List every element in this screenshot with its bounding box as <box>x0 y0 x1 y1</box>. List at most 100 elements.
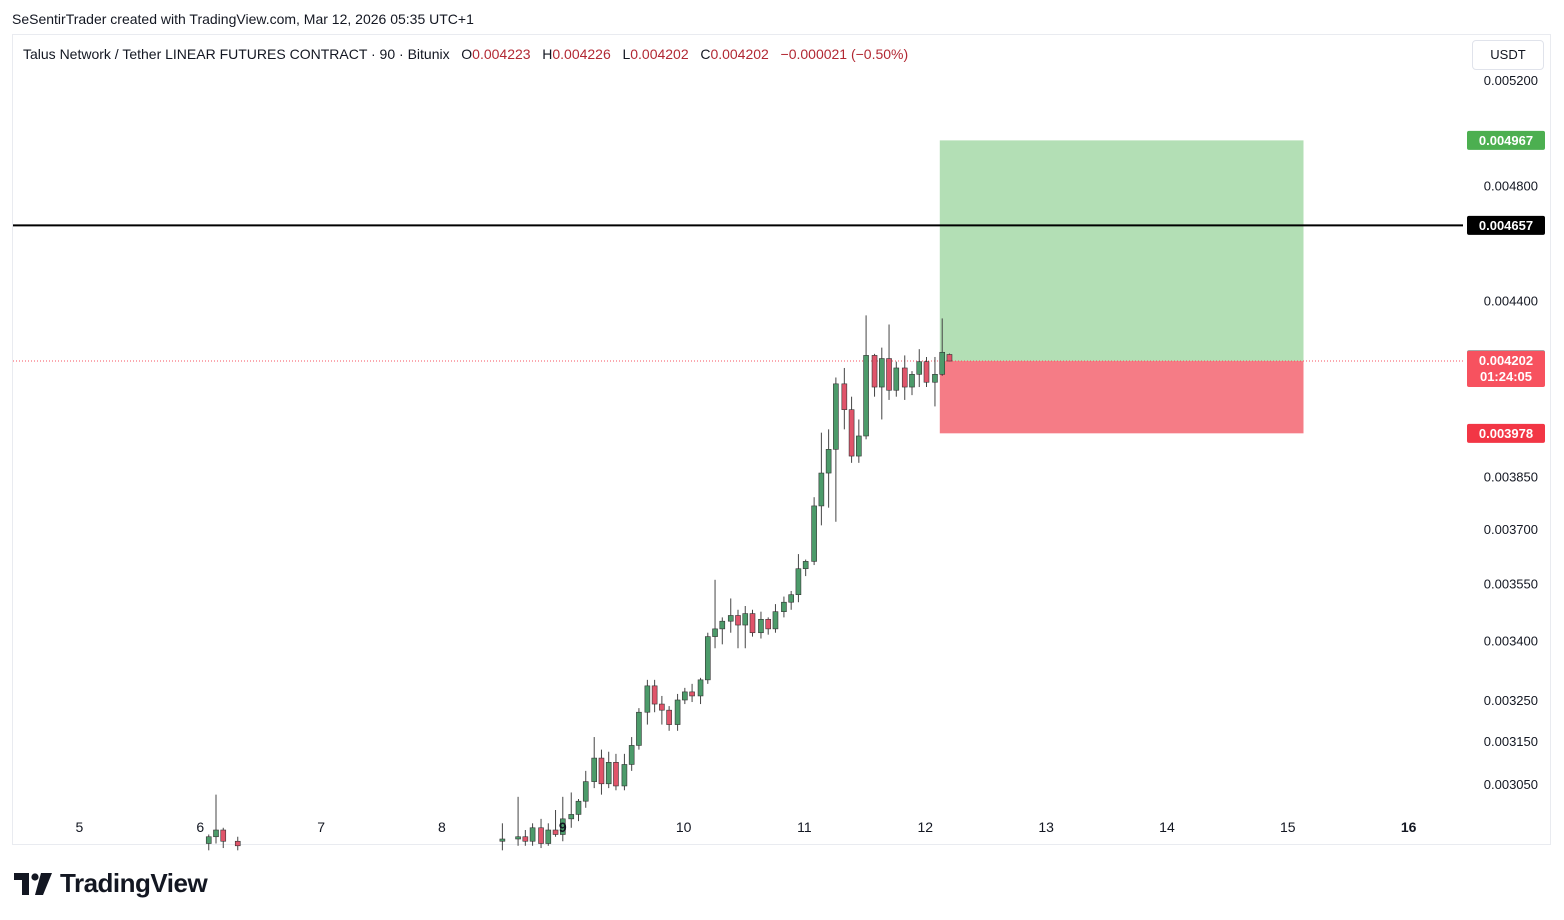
candle-body <box>568 814 575 820</box>
candle <box>213 794 219 844</box>
candle-body <box>515 836 521 840</box>
candle-body <box>818 472 825 507</box>
candle <box>568 792 575 828</box>
target-price-badge-label: 0.004967 <box>1479 133 1533 148</box>
candle <box>682 687 688 705</box>
last-price-badge-bg <box>1467 351 1545 388</box>
stop-price-badge-label: 0.003978 <box>1479 426 1533 441</box>
price-axis-label: 0.003050 <box>1484 777 1538 792</box>
price-axis-label: 0.003150 <box>1484 734 1538 749</box>
price-axis-label: 0.005200 <box>1484 73 1538 88</box>
chart-frame <box>12 34 1551 845</box>
candle <box>552 810 559 837</box>
candle-body <box>659 703 665 711</box>
candle <box>538 818 544 849</box>
price-axis-label: 0.004800 <box>1484 179 1538 194</box>
candle <box>765 617 772 635</box>
candle <box>499 823 506 851</box>
price-axis-label: 0.003850 <box>1484 469 1538 484</box>
candle <box>234 836 241 851</box>
candle <box>856 419 862 463</box>
candle <box>659 695 665 725</box>
candle <box>704 632 711 684</box>
candle <box>651 679 658 713</box>
price-axis-badges: 0.0049670.0046570.0042060.00420201:24:05… <box>1467 130 1545 443</box>
time-axis-label: 12 <box>918 819 934 835</box>
price-lines <box>13 224 1463 362</box>
candle-body <box>841 383 848 410</box>
candle-body <box>220 829 227 842</box>
candle <box>841 367 848 430</box>
candle-body <box>749 613 756 634</box>
symbol-legend: Talus Network / Tether LINEAR FUTURES CO… <box>23 46 908 62</box>
candle-body <box>666 709 672 725</box>
candle <box>689 683 695 703</box>
candle <box>833 377 839 522</box>
candle-body <box>772 611 779 630</box>
candle <box>848 396 855 463</box>
candle-body <box>522 836 529 842</box>
symbol-title[interactable]: Talus Network / Tether LINEAR FUTURES CO… <box>23 46 450 62</box>
candle-body <box>636 711 642 746</box>
last-price-badge-label: 0.004202 <box>1479 353 1533 368</box>
time-axis-label: 10 <box>676 819 692 835</box>
candle-body <box>765 618 772 630</box>
currency-button[interactable]: USDT <box>1472 40 1544 70</box>
target-zone <box>939 140 1304 362</box>
candle-body <box>916 361 923 375</box>
candle-body <box>795 568 802 596</box>
candle <box>863 315 869 440</box>
candle <box>666 706 672 731</box>
candle <box>621 753 628 791</box>
candle-body <box>704 636 711 681</box>
candle <box>205 834 212 851</box>
candle-body <box>559 818 566 835</box>
candle-body <box>213 829 219 838</box>
price-axis: 0.005200 0.004800 0.004400 0.003850 0.003700… <box>1484 73 1538 792</box>
candle <box>545 823 552 846</box>
candle-body <box>712 628 718 637</box>
candle <box>749 609 756 637</box>
candle-body <box>788 594 794 603</box>
candle-body <box>538 827 544 844</box>
tradingview-logo[interactable]: TradingView <box>14 868 208 899</box>
candle <box>788 590 794 610</box>
candle-body <box>856 435 862 457</box>
candlestick-series <box>205 315 953 851</box>
candle <box>220 827 227 849</box>
candle <box>818 432 825 526</box>
target-price-badge-bg <box>1467 130 1545 150</box>
candle <box>923 356 930 388</box>
stop-price-badge-bg <box>1467 423 1545 443</box>
candle-body <box>552 829 559 835</box>
candle <box>811 497 817 566</box>
candle-body <box>781 601 787 612</box>
candle-body <box>613 762 619 787</box>
candle <box>575 799 582 822</box>
candle <box>772 604 779 633</box>
low-value: 0.004202 <box>630 46 689 62</box>
candle-body <box>848 409 855 457</box>
candle-body <box>946 354 953 362</box>
candle <box>871 353 878 397</box>
candle <box>712 579 718 649</box>
time-axis-label: 5 <box>76 819 84 835</box>
candle-body <box>697 679 704 697</box>
candle <box>901 355 908 400</box>
candle-body <box>909 373 915 388</box>
candle <box>697 677 704 705</box>
time-axis-label: 14 <box>1159 819 1175 835</box>
candle <box>781 596 787 618</box>
candle <box>674 693 681 731</box>
chart-attribution: SeSentirTrader created with TradingView.… <box>12 11 474 27</box>
candle-body <box>825 449 832 474</box>
candle-body <box>758 618 764 634</box>
candle <box>886 324 892 400</box>
tradingview-logo-text: TradingView <box>60 868 208 898</box>
candle-body <box>863 355 869 437</box>
candle-body <box>529 827 536 842</box>
candle <box>598 749 605 795</box>
candle-body <box>651 685 658 705</box>
candle <box>878 347 885 420</box>
